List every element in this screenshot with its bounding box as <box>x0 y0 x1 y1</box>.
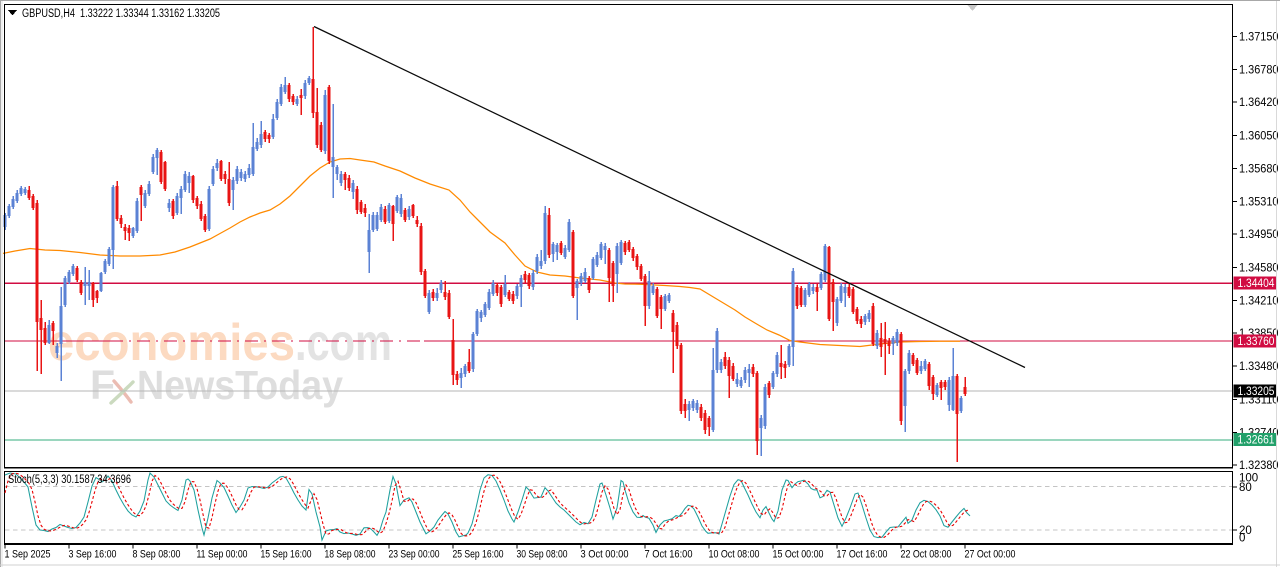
svg-text:8 Sep 08:00: 8 Sep 08:00 <box>133 549 181 561</box>
svg-text:1.34404: 1.34404 <box>1238 278 1276 290</box>
svg-text:economies: economies <box>48 314 295 372</box>
svg-text:1 Sep 2025: 1 Sep 2025 <box>5 549 51 561</box>
svg-text:22 Oct 08:00: 22 Oct 08:00 <box>901 549 952 561</box>
svg-text:17 Oct 16:00: 17 Oct 16:00 <box>837 549 888 561</box>
svg-text:15 Oct 00:00: 15 Oct 00:00 <box>773 549 824 561</box>
svg-text:0: 0 <box>1239 533 1245 545</box>
svg-text:80: 80 <box>1239 482 1252 494</box>
svg-text:11 Sep 00:00: 11 Sep 00:00 <box>197 549 248 561</box>
svg-text:20: 20 <box>1239 525 1252 537</box>
svg-text:1.36780: 1.36780 <box>1239 65 1279 77</box>
svg-text:1.34210: 1.34210 <box>1239 296 1279 308</box>
svg-text:27 Oct 00:00: 27 Oct 00:00 <box>965 549 1016 561</box>
svg-text:25 Sep 16:00: 25 Sep 16:00 <box>453 549 504 561</box>
svg-text:1.35680: 1.35680 <box>1239 164 1279 176</box>
svg-text:1.32380: 1.32380 <box>1239 460 1279 472</box>
svg-text:1.37150: 1.37150 <box>1239 32 1279 44</box>
svg-text:23 Sep 00:00: 23 Sep 00:00 <box>389 549 440 561</box>
svg-text:.com: .com <box>295 314 392 372</box>
svg-text:1.36050: 1.36050 <box>1239 130 1279 142</box>
svg-text:1.34950: 1.34950 <box>1239 229 1279 241</box>
svg-text:GBPUSD,H4 1.33222 1.33344 1.3: GBPUSD,H4 1.33222 1.33344 1.33162 1.3320… <box>22 8 220 20</box>
svg-text:1.32661: 1.32661 <box>1238 435 1275 447</box>
svg-text:1.33760: 1.33760 <box>1238 336 1275 348</box>
svg-text:1.36420: 1.36420 <box>1239 97 1279 109</box>
svg-text:1.35310: 1.35310 <box>1239 197 1279 209</box>
svg-text:F: F <box>90 362 115 408</box>
svg-text:3 Sep 16:00: 3 Sep 16:00 <box>69 549 117 561</box>
svg-text:1.33205: 1.33205 <box>1238 386 1275 398</box>
svg-text:Stoch(5,3,3) 30.1587 34.3696: Stoch(5,3,3) 30.1587 34.3696 <box>8 474 131 486</box>
svg-text:3 Oct 00:00: 3 Oct 00:00 <box>581 549 629 561</box>
svg-text:30 Sep 08:00: 30 Sep 08:00 <box>517 549 568 561</box>
svg-text:NewsToday: NewsToday <box>137 362 343 408</box>
svg-text:18 Sep 08:00: 18 Sep 08:00 <box>325 549 376 561</box>
svg-text:15 Sep 16:00: 15 Sep 16:00 <box>261 549 312 561</box>
svg-text:100: 100 <box>1239 473 1258 485</box>
svg-text:7 Oct 16:00: 7 Oct 16:00 <box>645 549 693 561</box>
svg-text:10 Oct 08:00: 10 Oct 08:00 <box>709 549 760 561</box>
svg-text:1.33480: 1.33480 <box>1239 361 1279 373</box>
svg-text:1.34580: 1.34580 <box>1239 262 1279 274</box>
